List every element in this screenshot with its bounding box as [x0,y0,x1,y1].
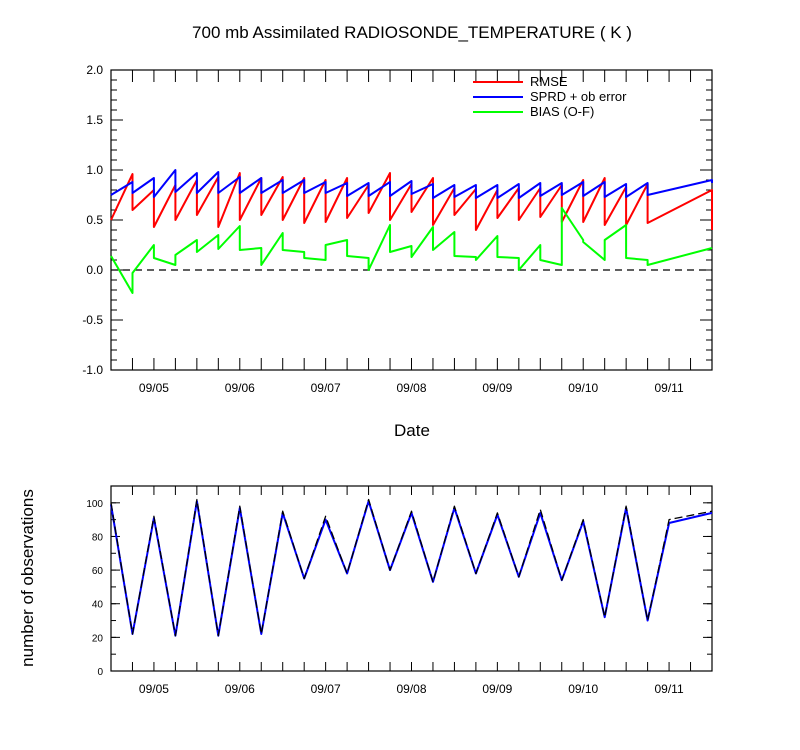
y-tick-label: 40 [92,600,104,611]
series-line-used [110,500,713,637]
y-tick-label: -1.0 [82,363,103,377]
bottom-plot: 100 80 60 40 20 0 09/05 09/06 09/07 09/08 09/09 09/… [86,485,713,696]
x-tick-label: 09/08 [396,381,426,395]
x-tick-label: 09/07 [311,682,341,696]
y-tick-label: 20 [92,633,104,644]
x-tick-label: 09/11 [655,381,684,395]
x-tick-label: 09/07 [311,381,341,395]
legend-entry: RMSE [530,74,568,89]
legend-entry: SPRD + ob error [530,89,627,104]
plot-frame [110,69,713,371]
x-tick-label: 09/05 [139,682,169,696]
series-line-bias-o-f [110,207,713,294]
x-tick-label: 09/08 [396,682,426,696]
y-tick-label: 60 [92,566,104,577]
x-axis-label: Date [394,421,430,440]
x-tick-label: 09/11 [655,682,684,696]
top-plot: 2.0 1.5 1.0 0.5 0.0 -0.5 -1.0 09/05 09/06 09/07 09… [82,63,713,395]
y-axis-label: number of observations [18,489,37,667]
x-tick-label: 09/09 [482,381,512,395]
y-tick-label: 0 [97,667,103,678]
x-tick-label: 09/09 [482,682,512,696]
x-tick-label: 09/06 [225,381,255,395]
x-tick-label: 09/10 [568,682,598,696]
y-tick-label: 0.5 [86,213,103,227]
x-tick-label: 09/06 [225,682,255,696]
y-tick-label: 80 [92,532,104,543]
y-tick-label: 2.0 [86,63,103,77]
y-tick-label: -0.5 [82,313,103,327]
series-line-available [110,498,713,637]
series-line-sprd-ob-error [110,169,713,199]
chart-title: 700 mb Assimilated RADIOSONDE_TEMPERATUR… [192,23,632,42]
legend-entry: BIAS (O-F) [530,104,594,119]
x-tick-label: 09/10 [568,381,598,395]
x-tick-label: 09/05 [139,381,169,395]
y-tick-label: 1.5 [86,113,103,127]
y-tick-label: 0.0 [86,263,103,277]
y-tick-label: 1.0 [86,163,103,177]
y-tick-label: 100 [86,499,103,510]
